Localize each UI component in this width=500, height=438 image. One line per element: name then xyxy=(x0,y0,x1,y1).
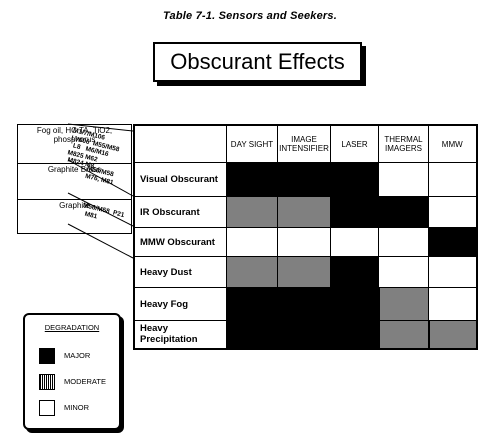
legend-swatch-minor xyxy=(39,400,55,416)
row-header: IR Obscurant xyxy=(133,196,227,228)
obscurant-name: Graphite xyxy=(17,199,132,234)
effect-cell-major xyxy=(277,162,331,197)
effect-cell-minor xyxy=(378,227,429,257)
grid-row: MMW Obscurant xyxy=(133,227,477,257)
effect-cell-major xyxy=(330,320,379,349)
effect-cell-minor xyxy=(378,256,429,288)
legend-swatch-major xyxy=(39,348,55,364)
legend-label: MINOR xyxy=(64,403,89,412)
effect-cell-minor xyxy=(378,162,429,197)
effect-cell-moderate xyxy=(277,256,331,288)
effect-cell-major xyxy=(330,256,379,288)
effect-cell-major xyxy=(330,196,379,228)
effect-cell-minor xyxy=(330,227,379,257)
column-header: MMW xyxy=(428,124,477,163)
effect-cell-major xyxy=(226,287,278,321)
column-header: DAY SIGHT xyxy=(226,124,278,163)
effect-cell-minor xyxy=(226,227,278,257)
grid-row: Visual Obscurant xyxy=(133,162,477,197)
effect-cell-major xyxy=(428,227,477,257)
legend-label: MODERATE xyxy=(64,377,106,386)
row-header: Heavy Dust xyxy=(133,256,227,288)
effect-cell-minor xyxy=(428,196,477,228)
effect-cell-moderate xyxy=(378,287,429,321)
effect-cell-major xyxy=(330,287,379,321)
effect-cell-minor xyxy=(428,162,477,197)
table-caption: Table 7-1. Sensors and Seekers. xyxy=(163,10,337,22)
grid-corner xyxy=(133,124,227,163)
effect-cell-major xyxy=(277,287,331,321)
effect-cell-minor xyxy=(428,287,477,321)
effect-cell-major xyxy=(378,196,429,228)
legend-swatch-moderate xyxy=(39,374,55,390)
column-header: LASER xyxy=(330,124,379,163)
row-header: MMW Obscurant xyxy=(133,227,227,257)
obscurant-material-table: Fog oil, HC TA, TiO2, phosphorus Graphit… xyxy=(17,124,132,234)
effect-cell-major xyxy=(330,162,379,197)
effect-cell-moderate xyxy=(226,196,278,228)
effect-cell-moderate xyxy=(378,320,429,349)
effect-cell-minor xyxy=(277,227,331,257)
legend-title: DEGRADATION xyxy=(44,323,100,332)
effect-cell-major xyxy=(277,320,331,349)
grid-row: Heavy Fog xyxy=(133,287,477,321)
grid-row: Heavy Dust xyxy=(133,256,477,288)
effect-cell-moderate xyxy=(277,196,331,228)
effect-cell-major xyxy=(226,320,278,349)
effect-cell-minor xyxy=(428,256,477,288)
grid-row: IR Obscurant xyxy=(133,196,477,228)
grid-row: Heavy Precipitation xyxy=(133,320,477,349)
effect-cell-moderate xyxy=(428,320,477,349)
degradation-legend: DEGRADATION MAJOR MODERATE MINOR xyxy=(23,313,121,430)
effect-cell-moderate xyxy=(226,256,278,288)
row-header: Visual Obscurant xyxy=(133,162,227,197)
column-header: IMAGE INTENSIFIER xyxy=(277,124,331,163)
chart-title-box: Obscurant Effects xyxy=(153,42,362,82)
chart-title: Obscurant Effects xyxy=(170,49,345,74)
row-header: Heavy Precipitation xyxy=(133,320,227,349)
legend-label: MAJOR xyxy=(64,351,91,360)
column-header: THERMAL IMAGERS xyxy=(378,124,429,163)
row-header: Heavy Fog xyxy=(133,287,227,321)
effect-cell-major xyxy=(226,162,278,197)
effects-grid: DAY SIGHT IMAGE INTENSIFIER LASER THERMA… xyxy=(133,124,478,350)
